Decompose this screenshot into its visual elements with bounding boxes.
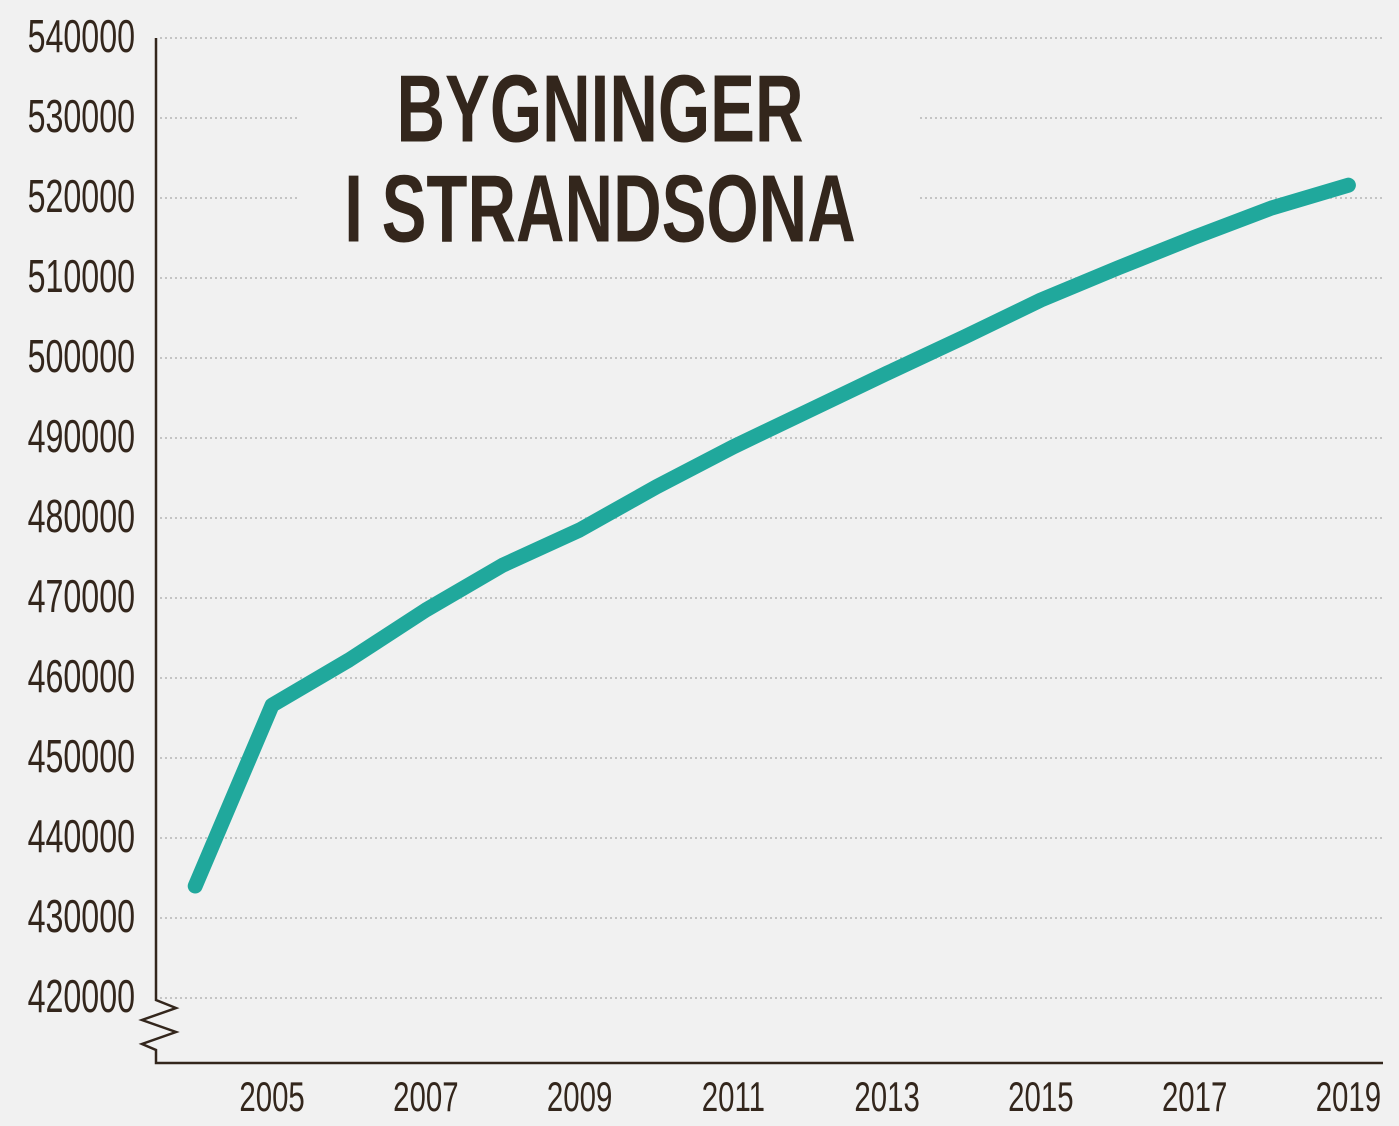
y-tick-label: 420000 <box>28 972 135 1023</box>
y-tick-label: 530000 <box>28 92 135 143</box>
chart-title: I STRANDSONA <box>344 154 855 262</box>
y-tick-label: 520000 <box>28 172 135 223</box>
y-tick-label: 430000 <box>28 892 135 943</box>
y-tick-label: 460000 <box>28 652 135 703</box>
x-tick-label: 2017 <box>1162 1073 1227 1121</box>
x-tick-label: 2013 <box>854 1073 919 1121</box>
x-tick-label: 2005 <box>239 1073 304 1121</box>
title-backdrop <box>298 60 920 270</box>
chart-title: BYGNINGER <box>397 54 804 162</box>
y-tick-label: 540000 <box>28 12 135 63</box>
y-tick-label: 470000 <box>28 572 135 623</box>
plot: 420000 430000 440000 450000 460000 470000 4800… <box>28 12 1382 1121</box>
y-tick-label: 500000 <box>28 332 135 383</box>
x-tick-label: 2007 <box>393 1073 458 1121</box>
y-tick-label: 440000 <box>28 812 135 863</box>
y-tick-label: 480000 <box>28 492 135 543</box>
y-tick-label: 510000 <box>28 252 135 303</box>
x-tick-label: 2015 <box>1008 1073 1073 1121</box>
axis-lines <box>138 38 1383 1065</box>
x-tick-label: 2009 <box>547 1073 612 1121</box>
x-tick-label: 2019 <box>1316 1073 1381 1121</box>
x-tick-label: 2011 <box>702 1073 765 1121</box>
data-line <box>187 177 1356 894</box>
y-tick-label: 490000 <box>28 412 135 463</box>
y-tick-label: 450000 <box>28 732 135 783</box>
